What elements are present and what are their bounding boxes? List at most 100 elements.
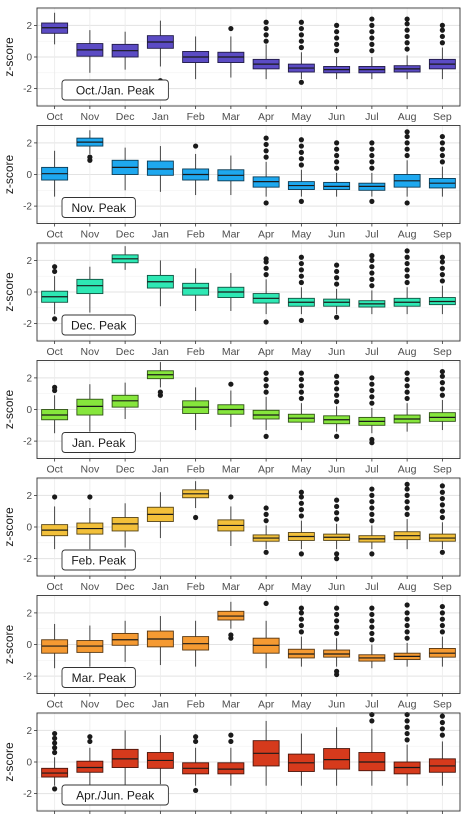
outlier-point <box>404 40 410 46</box>
outlier-point <box>263 265 269 271</box>
x-tick-label-oct: Oct <box>46 111 62 123</box>
outlier-point <box>439 33 445 40</box>
outlier-point <box>439 732 445 738</box>
outlier-point <box>404 635 410 641</box>
x-tick-label-dec: Dec <box>116 464 135 476</box>
box-nov <box>76 384 104 432</box>
x-tick-label-feb: Feb <box>187 111 205 123</box>
outlier-point <box>298 137 304 143</box>
outlier-point <box>334 48 340 54</box>
outlier-point <box>369 637 375 643</box>
outlier-point <box>298 610 304 616</box>
outlier-point <box>404 383 410 389</box>
outlier-point <box>263 383 269 389</box>
x-tick-label-jul: Jul <box>365 346 378 358</box>
outlier-point <box>334 386 340 392</box>
outlier-point <box>369 140 375 146</box>
outlier-point <box>52 786 58 792</box>
outlier-point <box>439 272 445 278</box>
box-jun <box>323 727 351 786</box>
y-tick-label: -2 <box>23 319 32 330</box>
outlier-point <box>369 165 375 171</box>
outlier-point <box>334 146 340 152</box>
box-oct <box>41 12 69 45</box>
x-tick-label-dec: Dec <box>116 699 135 711</box>
outlier-point <box>369 253 375 259</box>
outlier-point <box>193 734 199 740</box>
outlier-point <box>404 499 410 505</box>
outlier-point <box>298 317 304 324</box>
x-tick-label-oct: Oct <box>46 346 62 358</box>
outlier-point <box>439 726 445 732</box>
box-nov <box>76 494 104 550</box>
outlier-point <box>404 724 410 730</box>
x-tick-label-may: May <box>291 699 312 711</box>
outlier-point <box>263 549 269 555</box>
outlier-point <box>334 611 340 618</box>
panel-2: -2 0 2 Oct Nov Dec Jan Feb Mar Apr May Jun Jul Aug Sep… <box>2 125 461 241</box>
outlier-point <box>439 265 445 271</box>
outlier-point <box>228 632 234 638</box>
box-body <box>217 762 245 775</box>
x-tick-label-nov: Nov <box>81 581 100 593</box>
outlier-point <box>334 152 340 159</box>
outlier-point <box>404 140 410 146</box>
outlier-point <box>439 514 445 521</box>
outlier-point <box>404 486 410 492</box>
outlier-point <box>334 380 340 386</box>
outlier-point <box>52 268 58 275</box>
outlier-point <box>298 267 304 273</box>
panel-frame <box>36 360 461 459</box>
x-tick-label-jul: Jul <box>365 229 378 241</box>
outlier-point <box>193 143 199 149</box>
outlier-point <box>439 40 445 46</box>
outlier-point <box>404 254 410 260</box>
outlier-point <box>369 630 375 637</box>
x-tick-label-oct: Oct <box>46 581 62 593</box>
x-tick-label-oct: Oct <box>46 699 62 711</box>
box-jan <box>146 260 174 307</box>
x-tick-label-feb: Feb <box>187 699 205 711</box>
box-feb <box>182 620 210 667</box>
x-tick-label-may: May <box>291 111 312 123</box>
outlier-point <box>439 368 445 375</box>
box-body <box>182 282 210 296</box>
box-jan <box>146 735 174 785</box>
outlier-point <box>404 602 410 608</box>
outlier-point <box>298 494 304 500</box>
x-tick-label-mar: Mar <box>222 581 241 593</box>
y-tick-label: 2 <box>26 608 32 619</box>
y-tick-label: -2 <box>23 437 32 448</box>
y-tick-label: 0 <box>26 405 32 416</box>
box-feb <box>182 734 210 794</box>
outlier-point <box>404 505 410 511</box>
box-sep <box>428 133 456 197</box>
outlier-point <box>298 500 304 506</box>
y-tick-label: 0 <box>26 288 32 299</box>
x-tick-label-mar: Mar <box>222 699 241 711</box>
y-axis-label: z-score <box>2 507 16 547</box>
panel-frame <box>36 125 461 224</box>
outlier-point <box>404 260 410 267</box>
box-oct <box>41 384 69 434</box>
x-tick-label-dec: Dec <box>116 111 135 123</box>
outlier-point <box>404 718 410 724</box>
box-jan <box>146 492 174 539</box>
outlier-point <box>334 275 340 281</box>
box-oct <box>41 730 69 792</box>
outlier-point <box>298 605 304 611</box>
box-apr <box>252 19 280 80</box>
x-tick-label-jun: Jun <box>328 111 345 123</box>
box-apr <box>252 720 280 786</box>
y-tick-label: 0 <box>26 758 32 769</box>
x-tick-label-mar: Mar <box>222 229 241 241</box>
x-tick-label-apr: Apr <box>258 229 275 241</box>
box-feb <box>182 387 210 431</box>
outlier-point <box>334 35 340 41</box>
x-tick-label-sep: Sep <box>433 699 452 711</box>
x-tick-label-jan: Jan <box>152 111 169 123</box>
outlier-point <box>263 511 269 517</box>
outlier-point <box>87 734 93 740</box>
panel-4: -2 0 2 Oct Nov Dec Jan Feb Mar Apr May Jun Jul Aug Sep… <box>2 360 461 476</box>
outlier-point <box>439 508 445 514</box>
